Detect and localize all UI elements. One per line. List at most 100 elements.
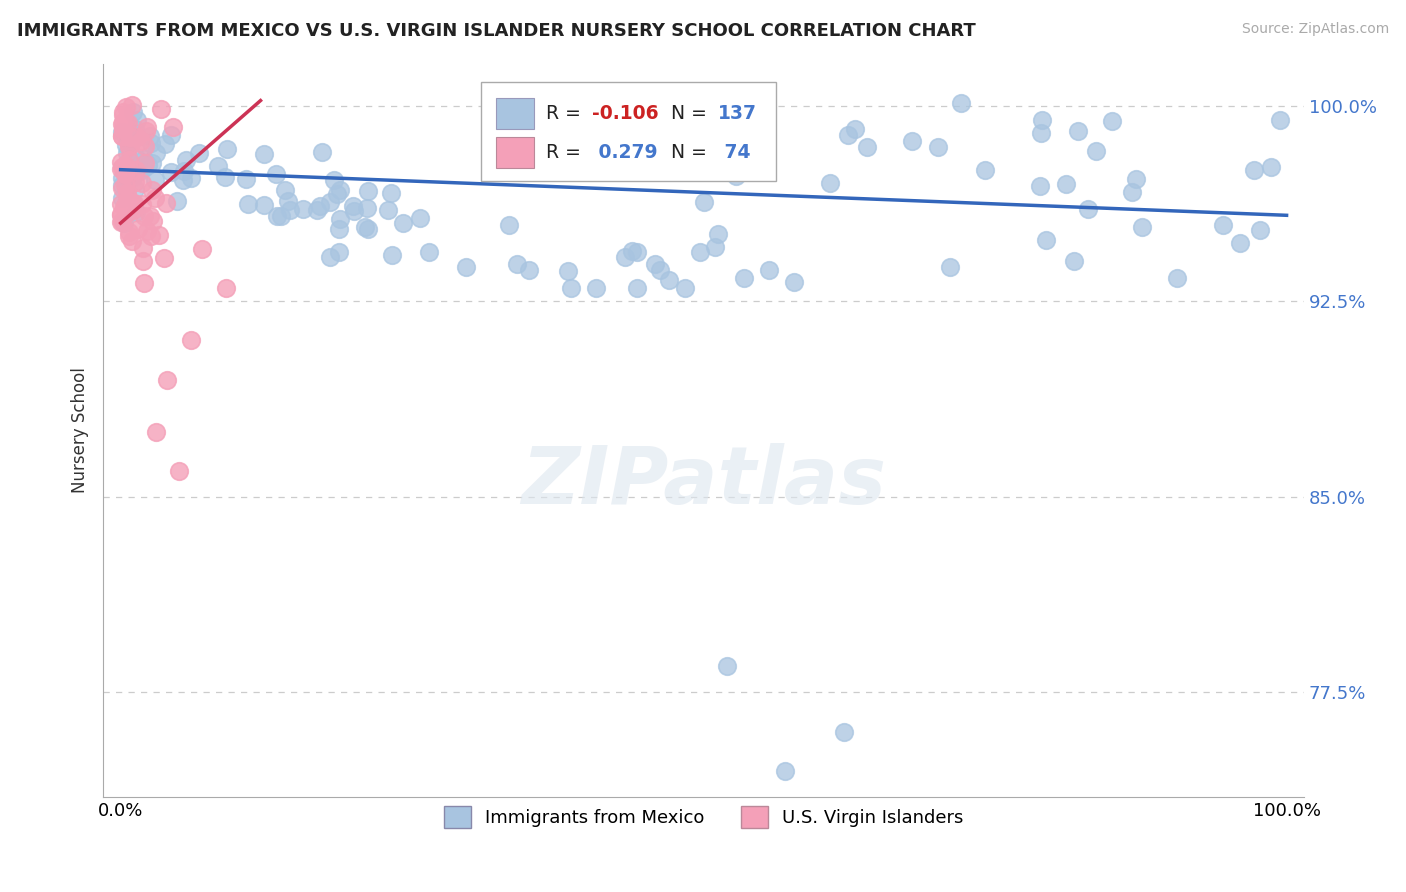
Point [621, 244, 644, 259]
Point [125, 163, 148, 178]
Point [191, 242, 214, 256]
Point [139, 210, 162, 224]
Point [121, 202, 143, 217]
Point [1101, 113, 1123, 128]
Point [117, 160, 139, 174]
Point [381, 247, 404, 261]
Point [180, 171, 202, 186]
Point [319, 194, 342, 209]
Point [716, 659, 738, 673]
Point [117, 116, 139, 130]
Point [1121, 185, 1143, 199]
Point [585, 281, 607, 295]
Point [264, 167, 287, 181]
Point [1035, 233, 1057, 247]
Point [1243, 163, 1265, 178]
Point [1249, 223, 1271, 237]
Point [115, 116, 138, 130]
Text: N =: N = [671, 144, 713, 162]
Point [270, 209, 292, 223]
Point [832, 724, 855, 739]
Point [517, 263, 540, 277]
Point [111, 191, 134, 205]
Point [380, 186, 402, 200]
Point [818, 176, 841, 190]
Point [118, 225, 141, 239]
Point [114, 158, 136, 172]
Text: 137: 137 [718, 103, 756, 123]
Point [506, 257, 529, 271]
Point [173, 164, 195, 178]
Point [112, 201, 135, 215]
Point [1077, 202, 1099, 217]
Point [901, 134, 924, 148]
FancyBboxPatch shape [496, 98, 534, 128]
Point [214, 169, 236, 184]
Point [111, 125, 134, 139]
Point [1054, 177, 1077, 191]
Point [357, 184, 380, 198]
Point [356, 202, 378, 216]
Point [111, 128, 134, 143]
Point [949, 96, 972, 111]
Point [143, 191, 166, 205]
Point [131, 241, 153, 255]
Point [309, 199, 332, 213]
Point [132, 152, 155, 166]
Point [266, 209, 288, 223]
Point [114, 164, 136, 178]
Point [253, 198, 276, 212]
Point [1229, 235, 1251, 250]
Point [118, 140, 141, 154]
Point [124, 122, 146, 136]
Point [141, 183, 163, 197]
Point [118, 153, 141, 167]
Point [160, 128, 183, 142]
Point [658, 273, 681, 287]
Point [111, 105, 134, 120]
Point [498, 218, 520, 232]
Point [110, 197, 132, 211]
Point [188, 146, 211, 161]
Point [139, 136, 162, 151]
Point [110, 161, 132, 176]
Point [1084, 144, 1107, 158]
Point [614, 250, 637, 264]
Point [180, 334, 202, 348]
Point [758, 262, 780, 277]
Point [167, 464, 190, 478]
Point [117, 192, 139, 206]
Point [110, 207, 132, 221]
Point [115, 145, 138, 160]
FancyBboxPatch shape [481, 82, 776, 181]
Point [155, 137, 177, 152]
Point [328, 222, 350, 236]
Point [128, 164, 150, 178]
Point [1029, 179, 1052, 194]
Point [319, 250, 342, 264]
Point [132, 276, 155, 290]
Point [160, 165, 183, 179]
Point [329, 211, 352, 226]
Point [342, 199, 364, 213]
Point [112, 216, 135, 230]
Point [1063, 254, 1085, 268]
Point [120, 136, 142, 150]
Point [118, 129, 141, 144]
Text: R =: R = [547, 144, 588, 162]
Point [149, 103, 172, 117]
Point [111, 117, 134, 131]
Point [145, 425, 167, 439]
Point [837, 128, 859, 142]
Point [328, 244, 350, 259]
Point [1031, 126, 1053, 140]
Point [377, 202, 399, 217]
Point [122, 196, 145, 211]
Point [626, 244, 648, 259]
Point [626, 281, 648, 295]
Point [322, 173, 344, 187]
Point [673, 281, 696, 295]
Point [418, 244, 440, 259]
Point [1166, 270, 1188, 285]
Point [134, 156, 156, 170]
